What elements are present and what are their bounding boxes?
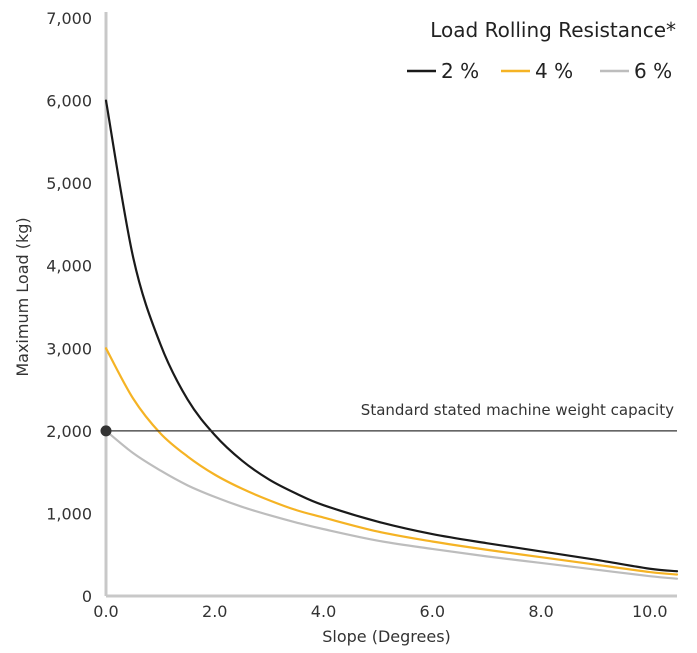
reference-line-label: Standard stated machine weight capacity	[361, 401, 674, 419]
legend-label-3: 6 %	[634, 59, 672, 83]
y-tick-label: 4,000	[46, 257, 92, 276]
y-tick-label: 6,000	[46, 92, 92, 111]
y-tick-label: 7,000	[46, 9, 92, 28]
series-line-2	[104, 347, 679, 576]
legend: Load Rolling Resistance* 2 % 4 % 6 %	[407, 18, 676, 83]
y-tick-label: 3,000	[46, 339, 92, 358]
x-tick-label: 4.0	[311, 602, 336, 621]
legend-label-2: 4 %	[535, 59, 573, 83]
y-tick-label: 0	[82, 587, 92, 606]
x-tick-label: 8.0	[528, 602, 553, 621]
series-layer	[104, 99, 679, 580]
annotation-layer: Standard stated machine weight capacity	[100, 401, 677, 437]
y-tick-label: 5,000	[46, 174, 92, 193]
x-tick-label: 0.0	[93, 602, 118, 621]
x-tick-label: 10.0	[632, 602, 668, 621]
y-tick-label: 1,000	[46, 504, 92, 523]
x-tick-label: 6.0	[420, 602, 445, 621]
x-tick-label: 2.0	[202, 602, 227, 621]
series-line-1	[104, 99, 679, 573]
axes-layer: 0 1,000 2,000 3,000 4,000 5,000 6,000 7,000 0.0 2…	[13, 9, 677, 646]
capacity-marker-point	[100, 425, 112, 437]
legend-title: Load Rolling Resistance*	[430, 18, 676, 42]
legend-label-1: 2 %	[441, 59, 479, 83]
x-axis-title: Slope (Degrees)	[322, 627, 451, 646]
y-tick-label: 2,000	[46, 422, 92, 441]
y-axis-title: Maximum Load (kg)	[13, 217, 32, 376]
series-line-3	[104, 429, 679, 580]
